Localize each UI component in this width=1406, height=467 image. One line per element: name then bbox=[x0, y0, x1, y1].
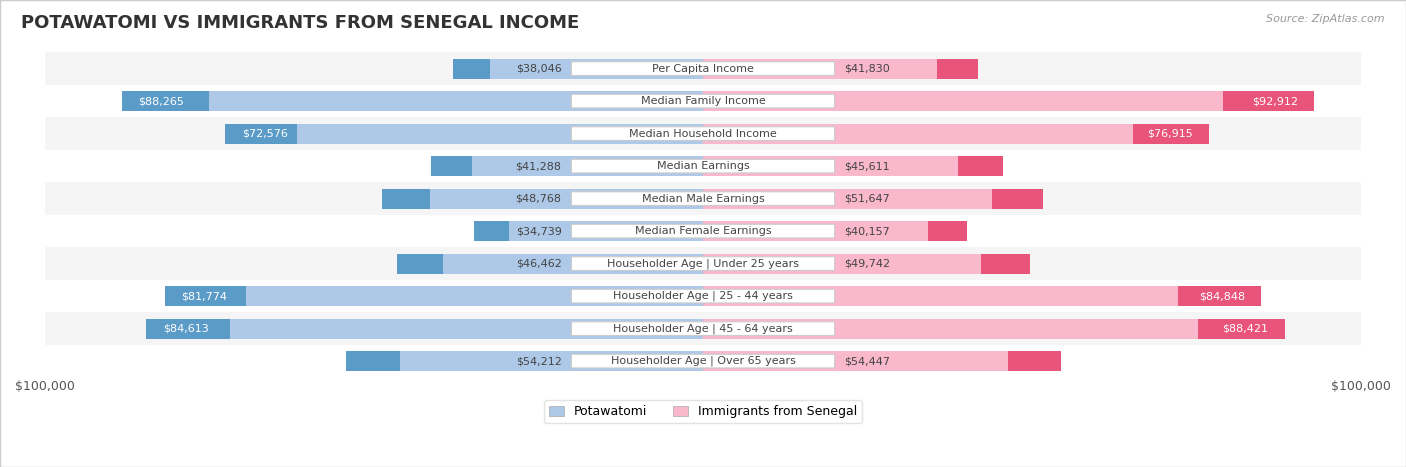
Bar bbox=[432, 156, 703, 176]
Text: $54,447: $54,447 bbox=[845, 356, 890, 366]
Text: $46,462: $46,462 bbox=[516, 259, 561, 269]
Bar bbox=[703, 156, 1002, 176]
Bar bbox=[382, 189, 703, 209]
Text: $54,212: $54,212 bbox=[516, 356, 561, 366]
FancyBboxPatch shape bbox=[571, 94, 835, 108]
Text: $51,647: $51,647 bbox=[845, 194, 890, 204]
Bar bbox=[45, 182, 1361, 215]
Text: Source: ZipAtlas.com: Source: ZipAtlas.com bbox=[1267, 14, 1385, 24]
Bar bbox=[1008, 351, 1062, 371]
Text: $34,739: $34,739 bbox=[516, 226, 561, 236]
FancyBboxPatch shape bbox=[571, 322, 835, 335]
Bar bbox=[703, 91, 1315, 111]
Bar bbox=[45, 117, 1361, 150]
Legend: Potawatomi, Immigrants from Senegal: Potawatomi, Immigrants from Senegal bbox=[544, 400, 862, 423]
Bar bbox=[45, 280, 1361, 312]
Text: $84,613: $84,613 bbox=[163, 324, 208, 333]
Bar bbox=[165, 286, 703, 306]
Bar bbox=[432, 156, 472, 176]
Bar bbox=[703, 286, 1261, 306]
Bar bbox=[45, 345, 1361, 377]
Text: $41,830: $41,830 bbox=[845, 64, 890, 74]
FancyBboxPatch shape bbox=[571, 127, 835, 141]
Text: Householder Age | Over 65 years: Householder Age | Over 65 years bbox=[610, 356, 796, 367]
Text: $88,421: $88,421 bbox=[1222, 324, 1268, 333]
Bar bbox=[398, 254, 443, 274]
Bar bbox=[703, 254, 1031, 274]
FancyBboxPatch shape bbox=[571, 257, 835, 270]
Text: $88,265: $88,265 bbox=[139, 96, 184, 106]
Bar bbox=[474, 221, 509, 241]
Bar bbox=[981, 254, 1031, 274]
FancyBboxPatch shape bbox=[571, 62, 835, 76]
Text: Householder Age | 25 - 44 years: Householder Age | 25 - 44 years bbox=[613, 291, 793, 301]
Text: Median Family Income: Median Family Income bbox=[641, 96, 765, 106]
Bar bbox=[991, 189, 1043, 209]
Bar bbox=[957, 156, 1002, 176]
Bar bbox=[703, 124, 1209, 144]
Text: Median Earnings: Median Earnings bbox=[657, 161, 749, 171]
Bar bbox=[936, 58, 979, 78]
Bar bbox=[45, 150, 1361, 182]
Bar bbox=[1178, 286, 1261, 306]
Text: Householder Age | 45 - 64 years: Householder Age | 45 - 64 years bbox=[613, 323, 793, 334]
Bar bbox=[474, 221, 703, 241]
Text: Median Female Earnings: Median Female Earnings bbox=[634, 226, 772, 236]
Bar bbox=[346, 351, 399, 371]
Text: $81,774: $81,774 bbox=[181, 291, 228, 301]
Bar bbox=[146, 318, 703, 339]
Bar bbox=[703, 58, 979, 78]
Bar bbox=[122, 91, 703, 111]
Text: POTAWATOMI VS IMMIGRANTS FROM SENEGAL INCOME: POTAWATOMI VS IMMIGRANTS FROM SENEGAL IN… bbox=[21, 14, 579, 32]
Bar bbox=[453, 58, 491, 78]
Bar bbox=[703, 318, 1285, 339]
FancyBboxPatch shape bbox=[571, 354, 835, 368]
Text: $72,576: $72,576 bbox=[242, 128, 288, 139]
Bar bbox=[398, 254, 703, 274]
Bar bbox=[703, 221, 967, 241]
Bar bbox=[453, 58, 703, 78]
Text: $49,742: $49,742 bbox=[845, 259, 890, 269]
Text: $76,915: $76,915 bbox=[1147, 128, 1192, 139]
Bar bbox=[45, 215, 1361, 248]
Text: $45,611: $45,611 bbox=[845, 161, 890, 171]
Bar bbox=[1133, 124, 1209, 144]
Bar bbox=[703, 189, 1043, 209]
Bar bbox=[165, 286, 246, 306]
Bar bbox=[122, 91, 209, 111]
Text: $41,288: $41,288 bbox=[516, 161, 561, 171]
Bar bbox=[225, 124, 703, 144]
Text: Householder Age | Under 25 years: Householder Age | Under 25 years bbox=[607, 258, 799, 269]
Bar bbox=[1223, 91, 1315, 111]
Text: $40,157: $40,157 bbox=[845, 226, 890, 236]
Text: $38,046: $38,046 bbox=[516, 64, 561, 74]
Bar bbox=[703, 351, 1062, 371]
FancyBboxPatch shape bbox=[571, 192, 835, 205]
FancyBboxPatch shape bbox=[571, 289, 835, 303]
Bar bbox=[382, 189, 430, 209]
Text: Per Capita Income: Per Capita Income bbox=[652, 64, 754, 74]
Bar bbox=[346, 351, 703, 371]
Text: $92,912: $92,912 bbox=[1251, 96, 1298, 106]
Bar bbox=[45, 52, 1361, 85]
FancyBboxPatch shape bbox=[571, 224, 835, 238]
Bar bbox=[45, 85, 1361, 117]
Bar bbox=[45, 312, 1361, 345]
Text: Median Household Income: Median Household Income bbox=[628, 128, 778, 139]
Bar bbox=[146, 318, 229, 339]
FancyBboxPatch shape bbox=[571, 159, 835, 173]
Text: $48,768: $48,768 bbox=[516, 194, 561, 204]
Bar bbox=[928, 221, 967, 241]
Bar bbox=[225, 124, 297, 144]
Text: Median Male Earnings: Median Male Earnings bbox=[641, 194, 765, 204]
Text: $84,848: $84,848 bbox=[1199, 291, 1244, 301]
Bar bbox=[45, 248, 1361, 280]
Bar bbox=[1198, 318, 1285, 339]
